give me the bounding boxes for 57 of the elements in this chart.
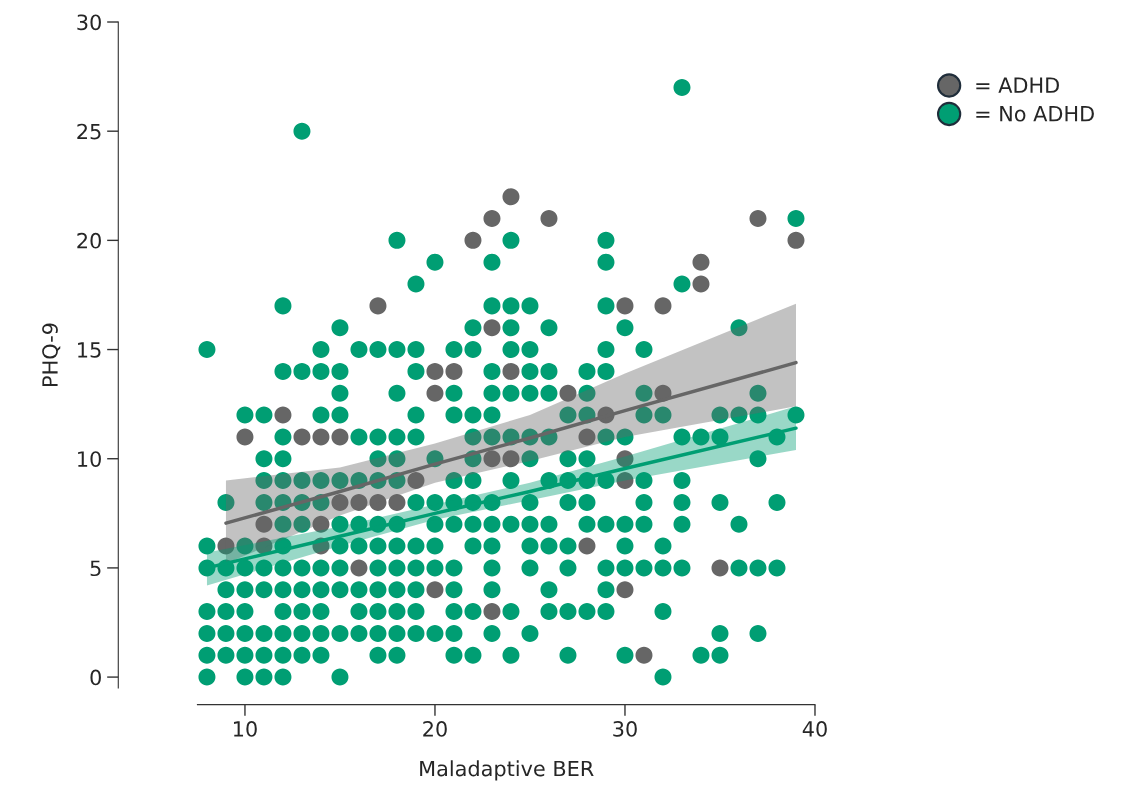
x-axis-title: Maladaptive BER [420, 760, 594, 781]
point [388, 493, 406, 511]
point [502, 450, 520, 468]
point [616, 297, 634, 315]
legend-label: = ADHD [976, 77, 1059, 93]
point [217, 537, 235, 555]
point [502, 188, 520, 206]
point [331, 493, 349, 511]
point [502, 362, 520, 380]
point [312, 428, 330, 446]
y-tick-label: 15 [78, 342, 101, 358]
point [711, 559, 729, 577]
point [331, 428, 349, 446]
point [426, 362, 444, 380]
y-tick-label: 25 [77, 123, 101, 140]
point [464, 231, 482, 249]
point [255, 515, 273, 533]
point [635, 646, 653, 664]
point [616, 472, 634, 490]
point [312, 515, 330, 533]
point [616, 450, 634, 468]
point [350, 559, 368, 577]
point [369, 493, 387, 511]
y-tick-label: 30 [77, 14, 101, 31]
point [293, 428, 311, 446]
point [559, 384, 577, 402]
y-tick-label: 5 [90, 560, 101, 577]
point [749, 210, 767, 228]
point [483, 210, 501, 228]
x-tick-label: 10 [233, 721, 257, 737]
point [274, 406, 292, 424]
point [540, 210, 558, 228]
point [616, 581, 634, 599]
point [578, 537, 596, 555]
x-tick-label: 30 [613, 721, 637, 737]
x-tick-label: 20 [423, 721, 447, 737]
point [692, 253, 710, 271]
point [692, 275, 710, 293]
x-tick-label: 40 [802, 721, 827, 737]
point [369, 297, 387, 315]
point [483, 450, 501, 468]
point [236, 428, 254, 446]
point [350, 493, 368, 511]
y-axis-title: PHQ-9 [42, 323, 61, 386]
point [578, 428, 596, 446]
point [426, 581, 444, 599]
y-tick-label: 20 [77, 232, 101, 249]
point [787, 231, 805, 249]
point [483, 603, 501, 621]
legend-label: = No ADHD [976, 106, 1094, 122]
point [483, 319, 501, 337]
point [654, 297, 672, 315]
point [407, 472, 425, 490]
point [445, 362, 463, 380]
y-tick-label: 0 [90, 669, 101, 686]
y-tick-label: 10 [78, 451, 101, 467]
point [426, 384, 444, 402]
